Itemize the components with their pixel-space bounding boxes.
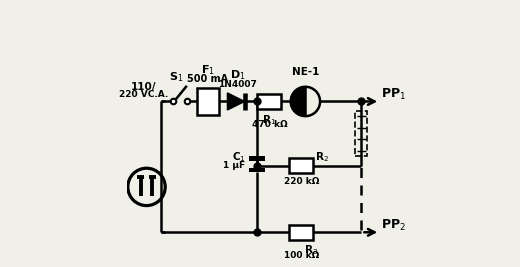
Text: 500 mA: 500 mA	[187, 74, 228, 84]
Text: R$_3$: R$_3$	[304, 244, 318, 257]
Text: 1N4007: 1N4007	[218, 80, 257, 89]
Text: PP$_1$: PP$_1$	[382, 87, 407, 102]
FancyBboxPatch shape	[289, 225, 314, 240]
FancyBboxPatch shape	[257, 94, 281, 109]
Text: 1 μF: 1 μF	[223, 161, 245, 170]
Text: C$_1$: C$_1$	[231, 151, 245, 164]
Text: 220 kΩ: 220 kΩ	[284, 177, 319, 186]
Text: S$_1$: S$_1$	[168, 70, 183, 84]
FancyBboxPatch shape	[197, 88, 218, 115]
Text: R$_2$: R$_2$	[315, 150, 329, 164]
FancyBboxPatch shape	[249, 156, 265, 161]
FancyBboxPatch shape	[249, 168, 265, 172]
Polygon shape	[291, 87, 305, 116]
Text: 470 kΩ: 470 kΩ	[252, 120, 287, 129]
Text: NE-1: NE-1	[292, 68, 319, 77]
Text: D$_1$: D$_1$	[229, 68, 245, 82]
Text: F$_1$: F$_1$	[201, 64, 215, 77]
Polygon shape	[227, 93, 244, 110]
Text: PP$_2$: PP$_2$	[382, 218, 407, 233]
Text: 110/: 110/	[131, 82, 157, 92]
FancyBboxPatch shape	[289, 158, 314, 173]
Text: 100 kΩ: 100 kΩ	[284, 251, 319, 260]
Text: R$_1$: R$_1$	[262, 113, 277, 127]
Text: 220 VC.A.: 220 VC.A.	[119, 90, 168, 99]
